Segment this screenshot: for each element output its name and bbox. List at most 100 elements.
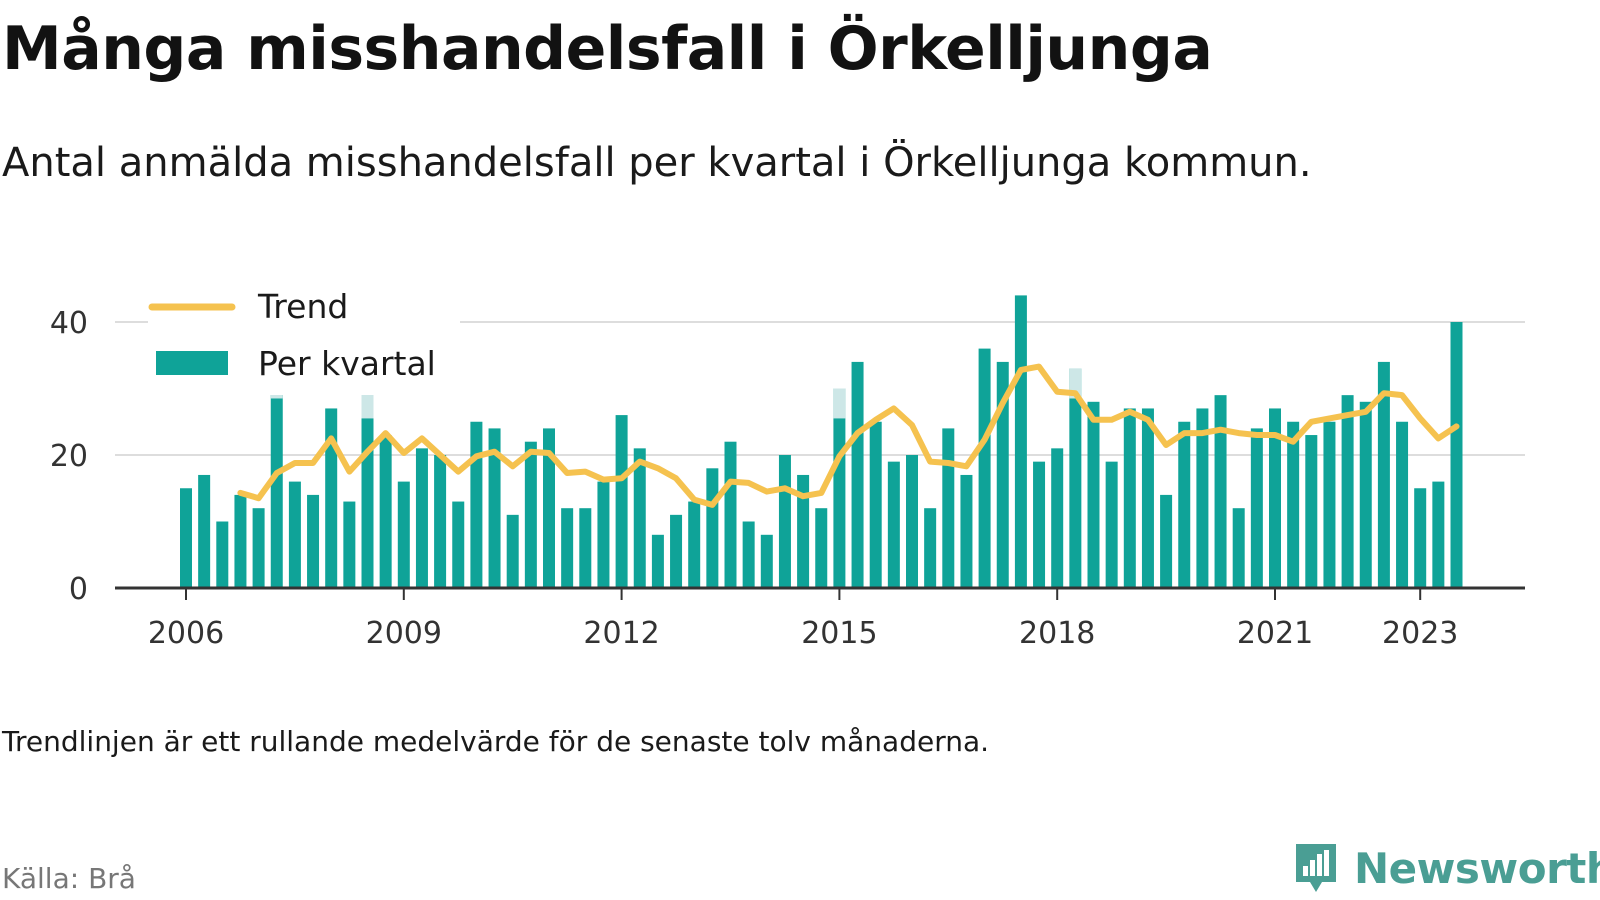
bar-series	[180, 295, 1463, 588]
bar	[742, 521, 755, 588]
bar	[942, 428, 955, 588]
bar	[706, 468, 719, 588]
bar	[307, 494, 320, 588]
bar	[797, 474, 810, 588]
bar	[216, 521, 229, 588]
source-label: Källa: Brå	[2, 862, 136, 895]
y-tick-label: 0	[69, 572, 88, 607]
bar	[1178, 421, 1191, 588]
newsworthy-logo-icon	[1296, 844, 1336, 892]
bar	[1051, 448, 1064, 588]
bar	[470, 421, 483, 588]
bar	[1033, 461, 1046, 588]
bar	[252, 508, 265, 588]
y-tick-label: 40	[50, 306, 88, 341]
bar	[815, 508, 828, 588]
bar	[597, 481, 610, 588]
x-tick-label: 2009	[366, 616, 442, 651]
bar	[1377, 361, 1390, 588]
x-tick-label: 2018	[1019, 616, 1095, 651]
bar	[978, 348, 991, 588]
bar	[198, 474, 211, 588]
chart-note: Trendlinjen är ett rullande medelvärde f…	[2, 725, 990, 758]
bar	[543, 428, 555, 588]
bar	[343, 501, 356, 588]
bar	[1305, 435, 1318, 588]
bar	[633, 448, 646, 588]
bar	[288, 481, 301, 588]
bar	[651, 534, 664, 588]
bar	[1141, 408, 1154, 588]
y-tick-label: 20	[50, 439, 88, 474]
bar	[1287, 421, 1300, 588]
bar	[1323, 421, 1336, 588]
bar	[833, 388, 846, 588]
bar	[1087, 401, 1100, 588]
bar	[1105, 461, 1118, 588]
bar	[1414, 488, 1427, 588]
bar	[1196, 408, 1209, 588]
bar	[1432, 481, 1445, 588]
bar	[1123, 408, 1136, 588]
bar	[688, 501, 701, 588]
x-tick-label: 2023	[1382, 616, 1458, 651]
bar	[906, 455, 918, 588]
bar-highlight-cap	[833, 388, 846, 419]
chart-subtitle: Antal anmälda misshandelsfall per kvarta…	[2, 140, 1312, 186]
bar	[579, 508, 592, 588]
x-tick-label: 2021	[1237, 616, 1313, 651]
bar	[1269, 408, 1281, 588]
bar	[924, 508, 937, 588]
bar	[996, 361, 1009, 588]
chart: Trend Per kvartal 0 20 40 2006 2009 2012 2015 2…	[50, 280, 1525, 651]
bar	[270, 368, 283, 588]
bar	[452, 501, 465, 588]
bar	[379, 435, 392, 588]
trend-series	[237, 363, 1460, 508]
bar	[325, 408, 338, 588]
legend-background	[148, 280, 460, 395]
bar	[1359, 401, 1372, 588]
bar	[1450, 322, 1463, 588]
legend-bars-swatch	[156, 351, 228, 375]
bar	[506, 514, 519, 588]
x-tick-label: 2006	[148, 616, 224, 651]
bar	[1396, 421, 1409, 588]
bar	[1014, 295, 1027, 588]
trend-line	[237, 363, 1460, 508]
bar	[180, 488, 192, 588]
bar	[670, 514, 683, 588]
bar-highlight-cap	[361, 388, 374, 419]
brand-logo: Newsworthy	[1292, 842, 1600, 894]
bar	[760, 534, 773, 588]
bar	[960, 474, 973, 588]
bar	[361, 388, 374, 588]
axes: 0 20 40 2006 2009 2012 2015 2018 2021 2023	[50, 306, 1525, 651]
bar	[1214, 395, 1227, 588]
brand-name: Newsworthy	[1354, 843, 1600, 893]
x-tick-label: 2015	[801, 616, 877, 651]
bar	[397, 481, 410, 588]
bar	[234, 494, 247, 588]
bar	[851, 361, 864, 588]
bar	[778, 455, 791, 588]
bar	[1341, 395, 1354, 588]
bar	[488, 428, 501, 588]
bar	[561, 508, 574, 588]
bar	[524, 441, 537, 588]
legend: Trend Per kvartal	[148, 280, 460, 395]
bar	[615, 415, 628, 588]
bar	[1232, 508, 1245, 588]
bar	[887, 461, 900, 588]
legend-trend-label: Trend	[257, 287, 348, 326]
bar	[415, 448, 428, 588]
bar	[724, 441, 737, 588]
chart-title: Många misshandelsfall i Örkelljunga	[2, 14, 1213, 84]
legend-bars-label: Per kvartal	[258, 344, 436, 383]
bar	[869, 421, 882, 588]
bar	[434, 455, 447, 588]
bar	[1250, 428, 1263, 588]
x-tick-label: 2012	[583, 616, 659, 651]
bar	[1069, 368, 1082, 588]
bar	[1160, 494, 1173, 588]
